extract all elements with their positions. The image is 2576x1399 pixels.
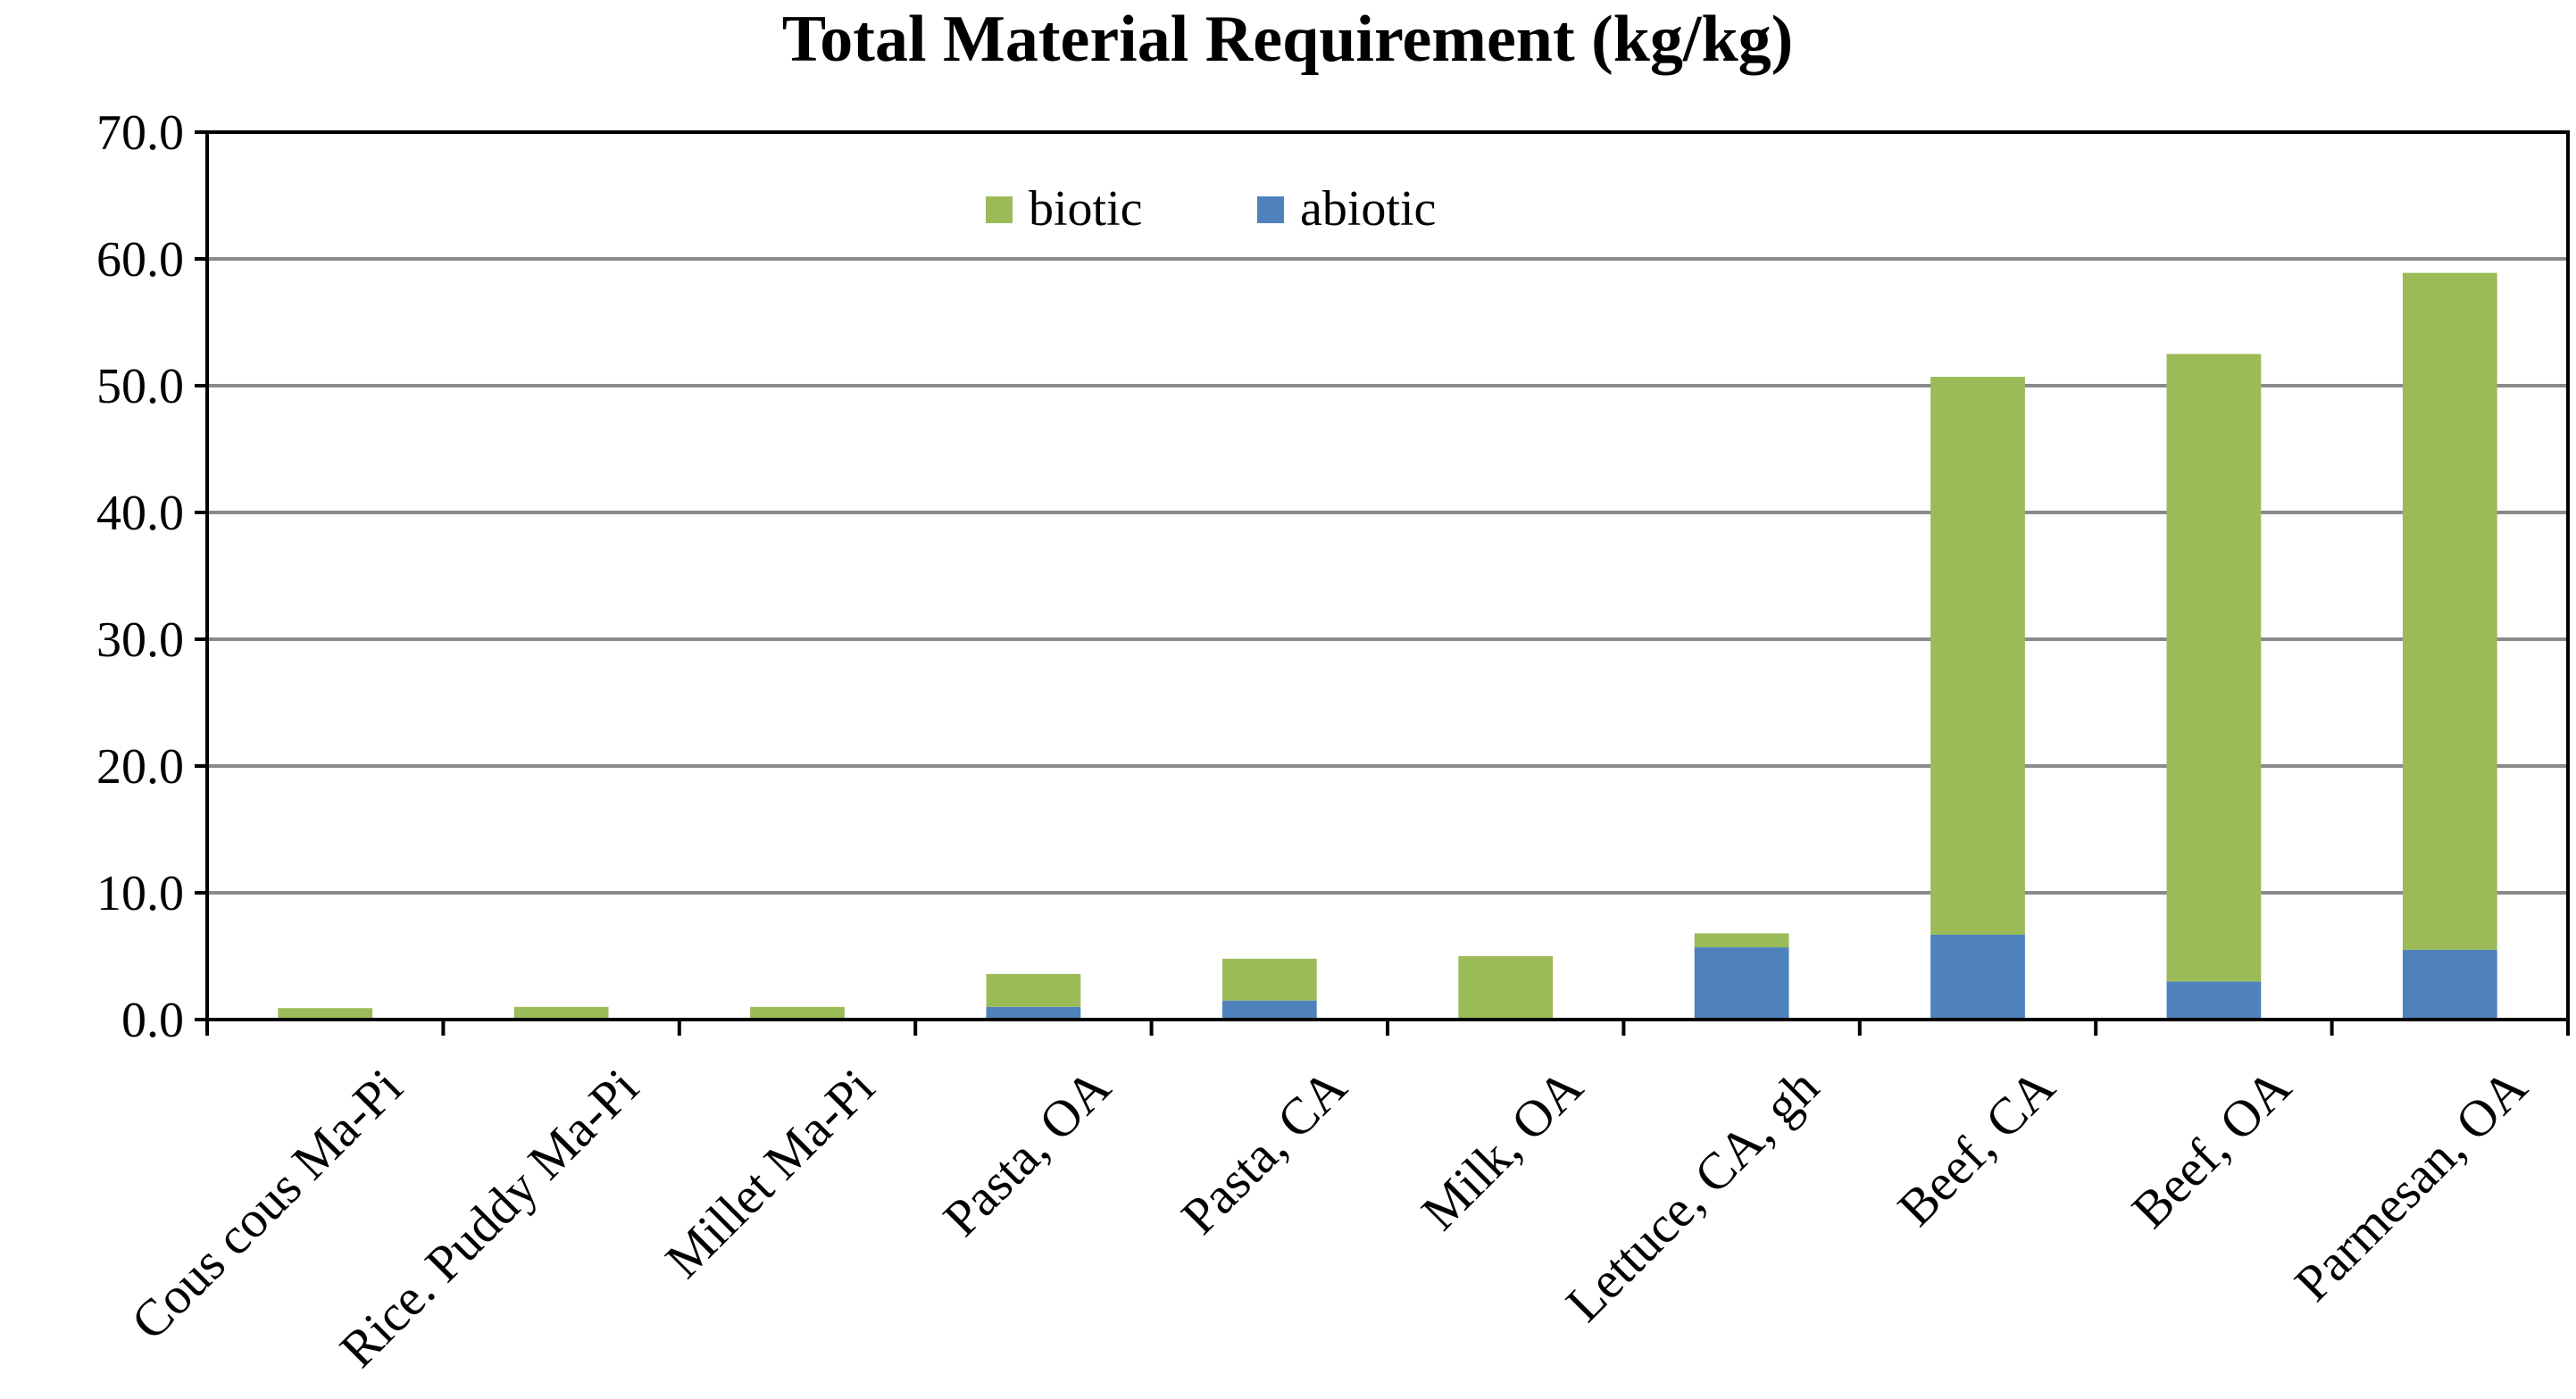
legend-label-abiotic: abiotic: [1300, 181, 1436, 237]
bar-biotic: [986, 973, 1081, 1007]
bar-abiotic: [986, 1006, 1081, 1020]
chart-title: Total Material Requirement (kg/kg): [782, 3, 1794, 76]
bar-abiotic: [1930, 934, 2025, 1020]
bar-biotic: [513, 1006, 609, 1019]
x-tick-label: Beef, OA: [2121, 1058, 2302, 1239]
bar-abiotic: [1694, 947, 1789, 1020]
y-tick-label: 50.0: [96, 359, 184, 414]
bar-biotic: [1221, 958, 1317, 1001]
y-axis-ticks: 0.0 10.0 20.0 30.0 40.0 50.0 60.0 70.0: [96, 105, 207, 1048]
y-tick-label: 60.0: [96, 232, 184, 287]
bar-biotic: [2166, 354, 2262, 982]
bar-biotic: [1458, 956, 1554, 1019]
bar-abiotic: [2166, 981, 2262, 1020]
bar-biotic: [1694, 933, 1789, 948]
x-tick-label: Lettuce, CA, gh: [1555, 1058, 1830, 1333]
bars: [278, 272, 2497, 1020]
bar-biotic: [278, 1008, 373, 1019]
x-tick-label: Pasta, CA: [1170, 1058, 1357, 1245]
x-tick-label: Parmesan, OA: [2283, 1058, 2538, 1312]
y-tick-label: 0.0: [121, 993, 184, 1048]
bar-abiotic: [2402, 949, 2497, 1020]
x-tick-label: Pasta, OA: [932, 1058, 1121, 1247]
y-tick-label: 20.0: [96, 739, 184, 795]
legend-swatch-biotic: [986, 196, 1013, 223]
legend-swatch-abiotic: [1257, 196, 1284, 223]
legend-label-biotic: biotic: [1029, 181, 1143, 237]
bar-abiotic: [1221, 1000, 1317, 1020]
bar-biotic: [750, 1006, 845, 1019]
y-tick-label: 70.0: [96, 105, 184, 161]
legend: biotic abiotic: [986, 181, 1436, 237]
y-tick-label: 10.0: [96, 866, 184, 921]
y-tick-label: 30.0: [96, 612, 184, 668]
x-tick-label: Beef, CA: [1887, 1058, 2066, 1237]
x-tick-label: Millet Ma-Pi: [654, 1058, 886, 1289]
bar-biotic: [1930, 377, 2025, 935]
y-tick-label: 40.0: [96, 486, 184, 541]
bar-biotic: [2402, 272, 2497, 950]
x-tick-label: Milk, OA: [1410, 1058, 1594, 1242]
